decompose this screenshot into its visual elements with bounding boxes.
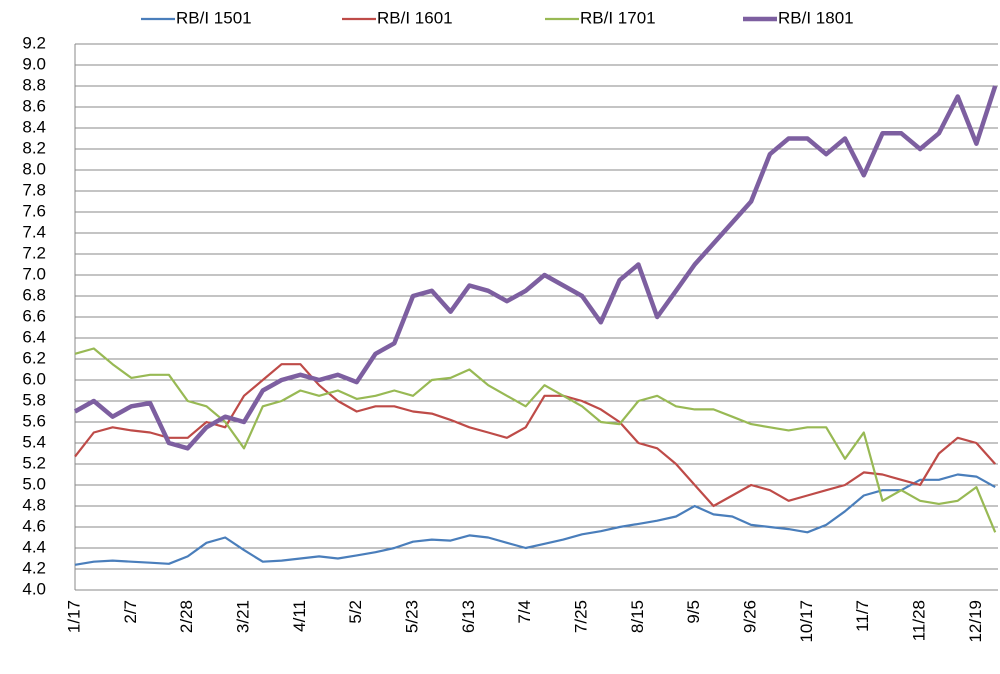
y-tick-label: 8.0 <box>22 159 46 178</box>
y-tick-label: 6.2 <box>22 348 46 367</box>
x-tick-label: 2/28 <box>177 600 196 633</box>
series-line <box>73 85 998 451</box>
x-tick-label: 5/2 <box>346 600 365 624</box>
legend-label: RB/I 1801 <box>778 8 854 27</box>
x-tick-label: 10/17 <box>797 600 816 643</box>
y-tick-label: 6.8 <box>22 285 46 304</box>
y-tick-label: 9.0 <box>22 54 46 73</box>
x-tick-label: 3/21 <box>234 600 253 633</box>
y-tick-label: 8.4 <box>22 117 46 136</box>
x-tick-label: 11/28 <box>910 600 929 641</box>
y-tick-label: 7.8 <box>22 180 46 199</box>
y-tick-label: 5.6 <box>22 411 46 430</box>
y-tick-label: 8.8 <box>22 75 46 94</box>
y-tick-label: 6.0 <box>22 369 46 388</box>
y-tick-label: 8.6 <box>22 96 46 115</box>
legend-label: RB/I 1501 <box>176 8 252 27</box>
x-tick-label: 6/13 <box>459 600 478 633</box>
y-tick-label: 9.2 <box>22 33 46 52</box>
y-tick-label: 7.2 <box>22 243 46 262</box>
y-tick-label: 8.2 <box>22 138 46 157</box>
legend-label: RB/I 1601 <box>377 8 453 27</box>
y-tick-label: 7.0 <box>22 264 46 283</box>
y-tick-label: 4.8 <box>22 495 46 514</box>
y-tick-label: 4.4 <box>22 537 46 556</box>
x-tick-label: 1/17 <box>64 600 83 633</box>
x-tick-label: 8/15 <box>628 600 647 633</box>
x-tick-label: 4/11 <box>290 600 309 632</box>
y-tick-label: 4.0 <box>22 579 46 598</box>
x-tick-label: 9/26 <box>741 600 760 633</box>
x-tick-label: 11/7 <box>853 600 872 632</box>
y-tick-label: 4.2 <box>22 558 46 577</box>
y-tick-label: 6.4 <box>22 327 46 346</box>
y-tick-label: 7.6 <box>22 201 46 220</box>
y-tick-label: 5.2 <box>22 453 46 472</box>
y-tick-label: 6.6 <box>22 306 46 325</box>
series-line <box>74 347 997 533</box>
y-tick-label: 5.8 <box>22 390 46 409</box>
y-tick-label: 7.4 <box>22 222 46 241</box>
x-tick-label: 9/5 <box>684 600 703 624</box>
series-line <box>74 473 996 566</box>
series-line <box>74 363 997 508</box>
x-tick-label: 12/19 <box>966 600 985 643</box>
legend-label: RB/I 1701 <box>580 8 656 27</box>
x-tick-label: 7/25 <box>572 600 591 633</box>
y-tick-label: 5.0 <box>22 474 46 493</box>
y-tick-label: 4.6 <box>22 516 46 535</box>
x-tick-label: 7/4 <box>515 600 534 624</box>
y-tick-label: 5.4 <box>22 432 46 451</box>
x-tick-label: 5/23 <box>403 600 422 633</box>
x-tick-label: 2/7 <box>121 600 140 624</box>
